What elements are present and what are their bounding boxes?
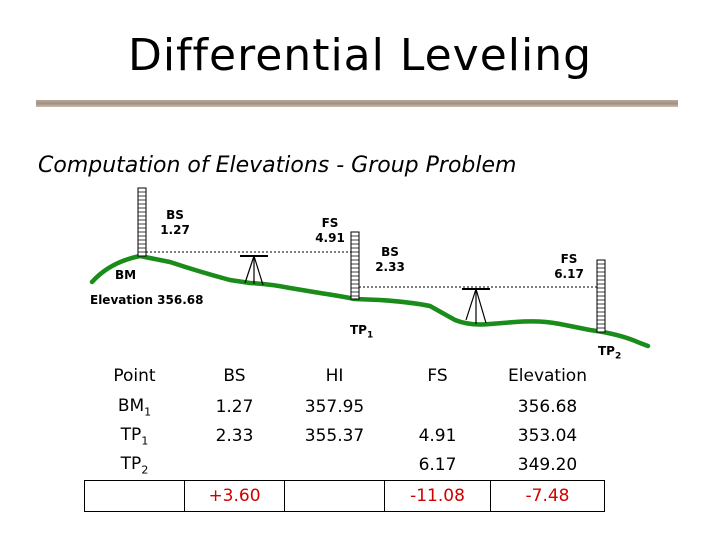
bs1-label: BS 1.27 <box>160 208 190 237</box>
fs2-label: FS 6.17 <box>554 252 584 281</box>
fs1-label: FS 4.91 <box>315 216 345 245</box>
table-header: Point BS HI FS Elevation <box>85 360 605 392</box>
sum-hi-cell <box>284 480 385 512</box>
cell-elevation: 349.20 <box>517 455 578 476</box>
cell-hi: 357.95 <box>304 396 365 417</box>
cell-point: TP2 <box>120 454 149 477</box>
header-elevation: Elevation <box>508 366 587 386</box>
subtitle: Computation of Elevations - Group Proble… <box>38 153 517 178</box>
header-bs: BS <box>223 366 246 386</box>
cell-hi <box>285 451 385 481</box>
bs2-label: BS 2.33 <box>375 245 405 274</box>
elevation-table: Point BS HI FS Elevation BM1 1.27 357.95… <box>84 360 605 512</box>
level-rod-tp2 <box>596 259 606 333</box>
sum-elevation: -7.48 <box>490 480 605 512</box>
cell-elevation: 353.04 <box>517 426 578 447</box>
header-fs: FS <box>427 366 448 386</box>
ground-profile <box>89 253 651 349</box>
tp1-label: TP1 <box>350 323 374 341</box>
sum-row: +3.60 -11.08 -7.48 <box>84 480 605 512</box>
title-underline <box>36 100 678 107</box>
table-row: TP2 6.17 349.20 <box>85 451 605 481</box>
sum-bs: +3.60 <box>184 480 285 512</box>
cell-bs <box>185 451 285 481</box>
page-title: Differential Leveling <box>127 30 593 81</box>
table-row: TP1 2.33 355.37 4.91 353.04 <box>85 421 605 450</box>
header-hi: HI <box>325 366 344 386</box>
bm-label: BM <box>115 268 137 282</box>
cell-bs: 1.27 <box>215 396 254 417</box>
cell-fs: 6.17 <box>418 455 457 476</box>
level-instrument-2 <box>462 288 490 324</box>
sum-point-cell <box>84 480 185 512</box>
bm-elevation-label: Elevation 356.68 <box>90 293 204 307</box>
level-rod-tp1 <box>350 231 360 300</box>
cell-fs: 4.91 <box>418 426 457 447</box>
header-point: Point <box>113 366 156 386</box>
table-row: BM1 1.27 357.95 356.68 <box>85 392 605 421</box>
cell-elevation: 356.68 <box>517 396 578 417</box>
level-rod-bm <box>137 187 147 257</box>
cell-point: BM1 <box>117 395 152 418</box>
sum-fs: -11.08 <box>384 480 491 512</box>
cell-point: TP1 <box>120 424 149 448</box>
cell-fs <box>385 392 491 421</box>
tp2-label: TP2 <box>598 344 622 362</box>
cell-hi: 355.37 <box>304 426 365 447</box>
cell-bs: 2.33 <box>215 426 254 447</box>
level-instrument-1 <box>240 255 268 286</box>
